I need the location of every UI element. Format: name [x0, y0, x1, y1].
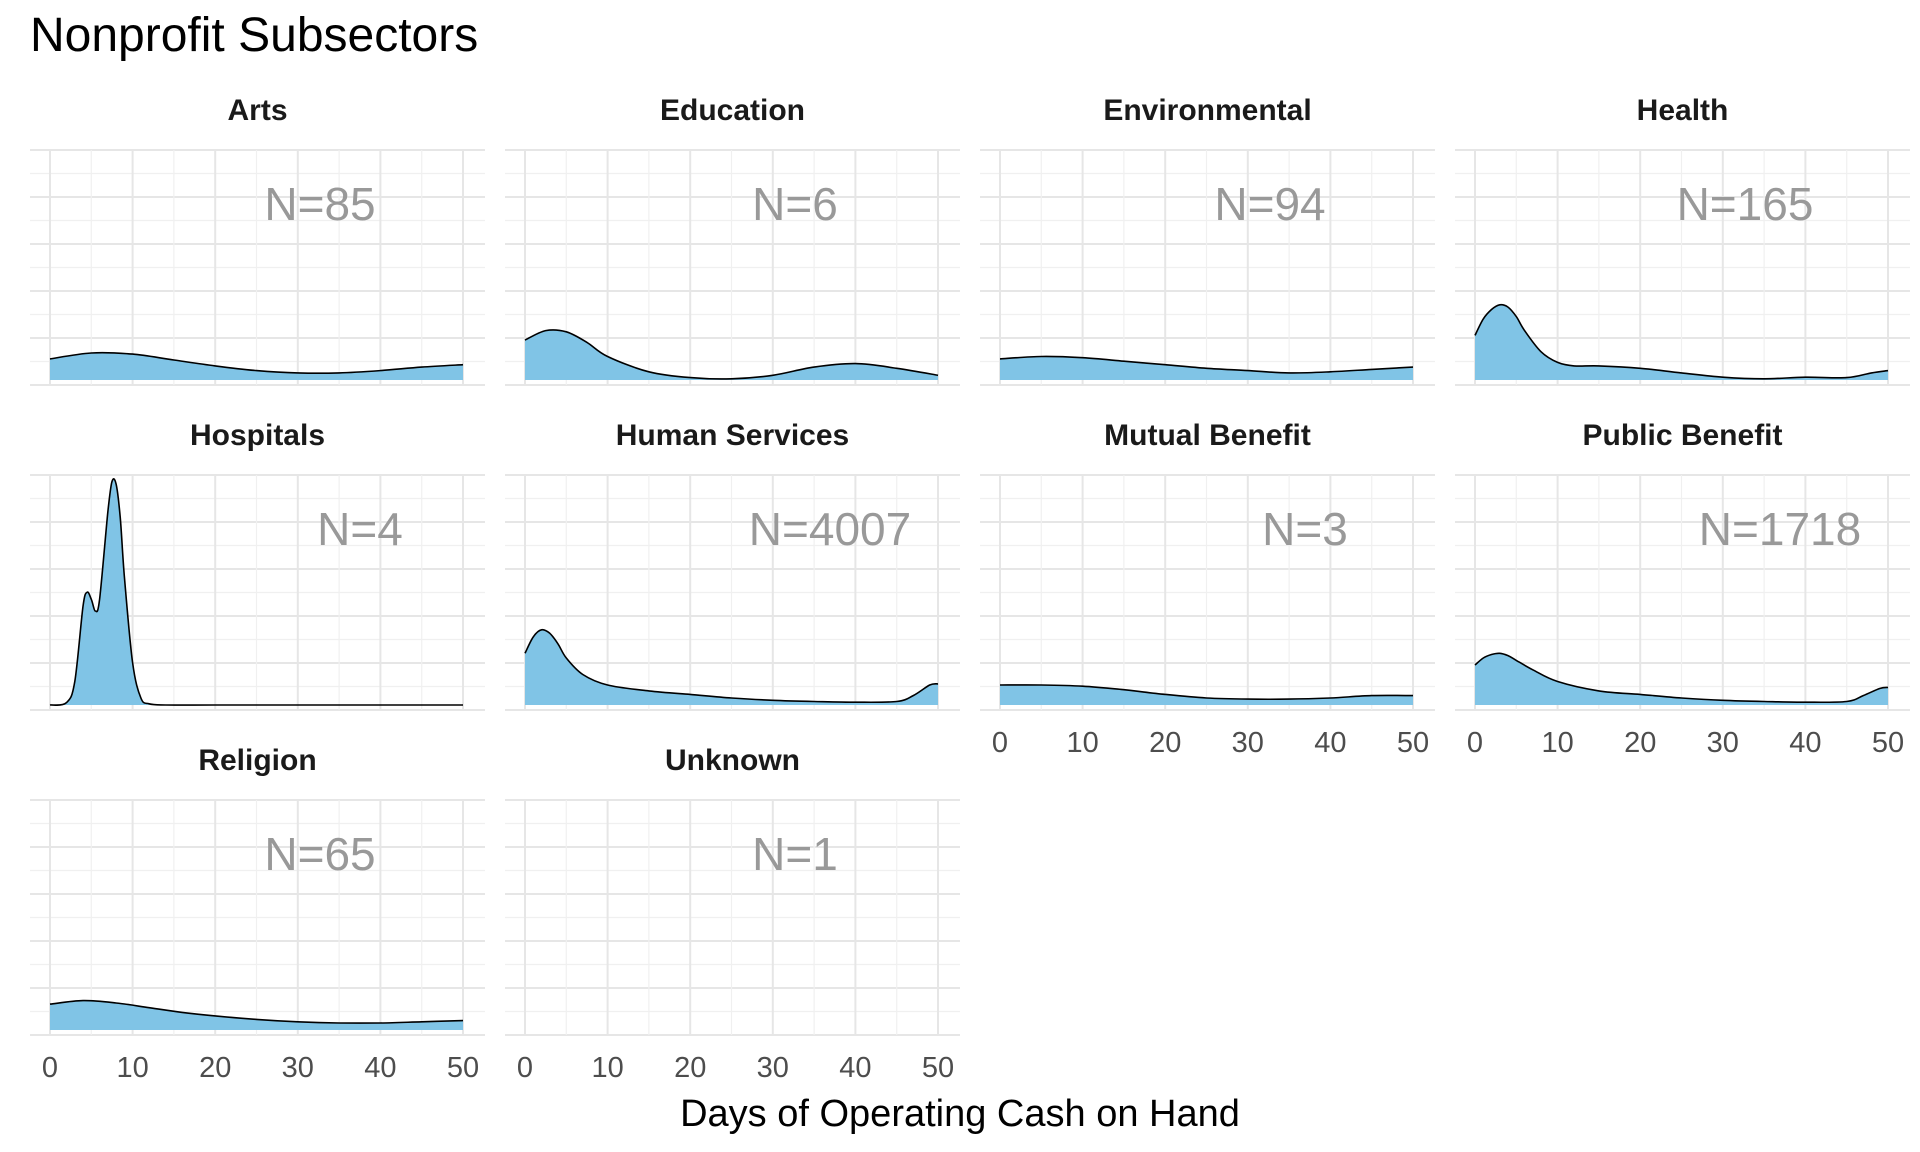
facet-unknown: Unknown N=1 0 10 20 30 40 50 — [505, 744, 960, 1084]
x-tick-label: 40 — [839, 1052, 871, 1084]
x-tick-label: 20 — [199, 1052, 231, 1084]
facet-grid: Arts N=85 Education N=6 Environmental N=94 Hea… — [30, 94, 1910, 1084]
x-tick-label: 50 — [922, 1052, 954, 1084]
density-line-human-services — [524, 628, 939, 704]
density-area-mutual-benefit — [1000, 684, 1413, 705]
sample-size-label-human-services: N=4007 — [749, 503, 911, 555]
facet-hospitals: Hospitals N=4 — [30, 419, 485, 711]
facet-strip-hospitals: Hospitals — [190, 419, 325, 452]
x-tick-label: 40 — [1789, 727, 1821, 759]
density-area-religion — [50, 1000, 463, 1030]
facet-education: Education N=6 — [505, 94, 960, 386]
chart-title: Nonprofit Subsectors — [30, 9, 479, 62]
facet-strip-public-benefit: Public Benefit — [1582, 419, 1782, 452]
sample-size-label-mutual-benefit: N=3 — [1262, 503, 1348, 555]
sample-size-label-environmental: N=94 — [1214, 178, 1325, 230]
x-tick-label: 50 — [447, 1052, 479, 1084]
sample-size-label-education: N=6 — [752, 178, 838, 230]
facet-grid-lines — [30, 149, 485, 386]
x-tick-label: 10 — [1066, 727, 1098, 759]
density-line-education — [524, 329, 939, 380]
facet-strip-arts: Arts — [227, 94, 287, 127]
x-tick-label: 10 — [1541, 727, 1573, 759]
sample-size-label-public-benefit: N=1718 — [1699, 503, 1861, 555]
x-tick-label: 0 — [517, 1052, 533, 1084]
facet-health: Health N=165 — [1455, 94, 1910, 386]
facet-mutual-benefit: Mutual Benefit N=3 0 10 20 30 40 50 — [980, 419, 1435, 759]
density-area-hospitals — [50, 478, 463, 706]
x-tick-label: 20 — [1149, 727, 1181, 759]
x-tick-label: 30 — [757, 1052, 789, 1084]
x-tick-label: 40 — [364, 1052, 396, 1084]
sample-size-label-hospitals: N=4 — [317, 503, 403, 555]
x-tick-label: 0 — [992, 727, 1008, 759]
x-tick-label: 0 — [1467, 727, 1483, 759]
density-line-arts — [49, 351, 464, 374]
facet-strip-health: Health — [1637, 94, 1729, 127]
density-line-mutual-benefit — [999, 684, 1414, 701]
x-tick-label: 10 — [116, 1052, 148, 1084]
x-tick-label: 30 — [1232, 727, 1264, 759]
facet-environmental: Environmental N=94 — [980, 94, 1435, 386]
sample-size-label-arts: N=85 — [264, 178, 375, 230]
x-tick-label: 30 — [282, 1052, 314, 1084]
density-area-arts — [50, 352, 463, 380]
density-area-environmental — [1000, 356, 1413, 380]
facet-strip-mutual-benefit: Mutual Benefit — [1104, 419, 1311, 452]
x-tick-label: 50 — [1872, 727, 1904, 759]
facet-grid-lines — [980, 149, 1435, 386]
sample-size-label-unknown: N=1 — [752, 828, 838, 880]
x-tick-label: 50 — [1397, 727, 1429, 759]
facet-strip-unknown: Unknown — [665, 744, 800, 777]
x-tick-label: 30 — [1707, 727, 1739, 759]
facet-religion: Religion N=65 0 10 20 30 40 50 — [30, 744, 485, 1084]
density-area-education — [525, 329, 938, 380]
facet-strip-religion: Religion — [198, 744, 316, 777]
density-line-hospitals — [49, 478, 463, 706]
x-tick-label: 20 — [1624, 727, 1656, 759]
facet-grid-lines — [980, 474, 1435, 711]
density-line-public-benefit — [1474, 652, 1889, 704]
facet-arts: Arts N=85 — [30, 94, 485, 386]
x-tick-label: 20 — [674, 1052, 706, 1084]
x-tick-label: 10 — [591, 1052, 623, 1084]
density-area-human-services — [525, 629, 938, 705]
x-tick-label: 0 — [42, 1052, 58, 1084]
facet-strip-environmental: Environmental — [1103, 94, 1311, 127]
density-line-environmental — [999, 355, 1414, 374]
facet-strip-human-services: Human Services — [616, 419, 849, 452]
x-tick-label: 40 — [1314, 727, 1346, 759]
density-area-public-benefit — [1475, 653, 1888, 705]
facet-strip-education: Education — [660, 94, 805, 127]
facet-grid-lines — [30, 799, 485, 1036]
facet-grid-lines — [505, 799, 960, 1036]
facet-human-services: Human Services N=4007 — [505, 419, 960, 711]
sample-size-label-religion: N=65 — [264, 828, 375, 880]
density-line-health — [1474, 303, 1889, 380]
facet-grid-lines — [505, 474, 960, 711]
sample-size-label-health: N=165 — [1677, 178, 1814, 230]
density-area-health — [1475, 304, 1888, 380]
x-axis-label: Days of Operating Cash on Hand — [680, 1093, 1240, 1135]
facet-public-benefit: Public Benefit N=1718 0 10 20 30 40 50 — [1455, 419, 1910, 759]
density-line-religion — [49, 999, 464, 1024]
